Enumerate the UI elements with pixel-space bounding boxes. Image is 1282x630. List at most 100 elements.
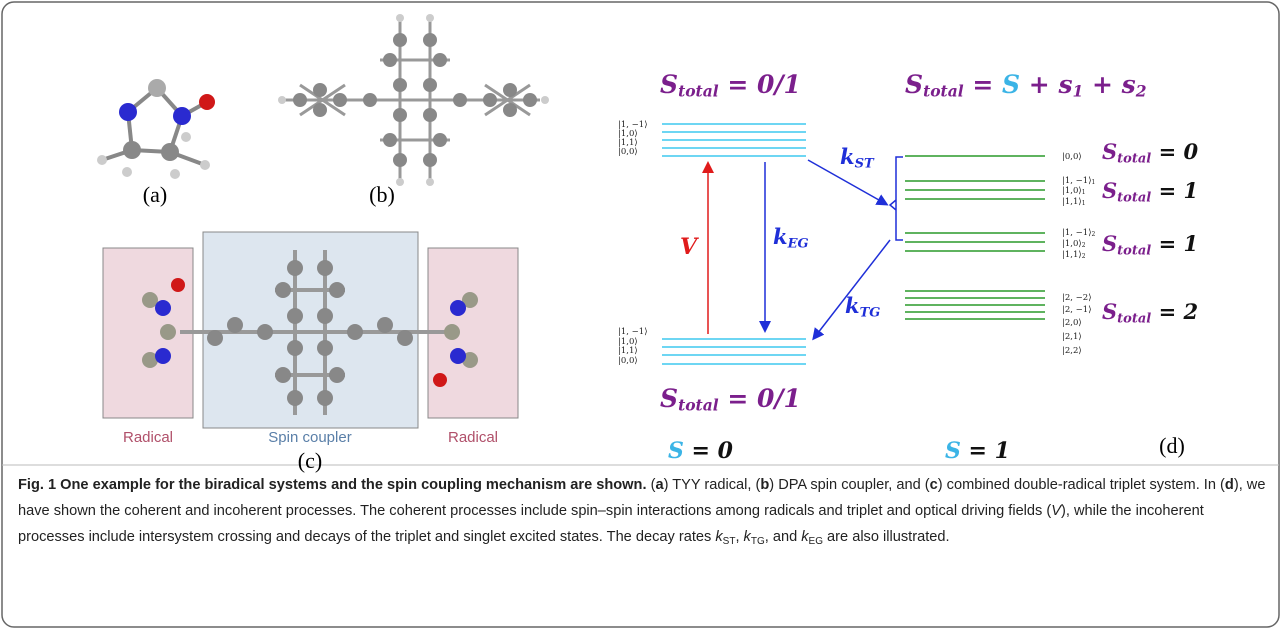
math-term: s <box>1057 70 1072 99</box>
molecule-a-part <box>148 79 166 97</box>
math-term: = 0 <box>1151 139 1198 164</box>
molecule-c-part <box>347 324 363 340</box>
radical-box <box>103 248 193 418</box>
arrows-part <box>890 157 903 240</box>
math-subscript: EG <box>787 236 809 251</box>
molecule-c-part <box>287 260 303 276</box>
molecule-c-part <box>287 340 303 356</box>
ket-text: |1,0⟩ <box>1062 186 1082 196</box>
molecule-a-part <box>173 107 191 125</box>
math-label: Stotal​ = 1 <box>1102 231 1198 258</box>
ket-text: |0,0⟩ <box>618 147 638 157</box>
ket-subscript: 1 <box>1082 189 1086 196</box>
ket-text: |1,1⟩ <box>1062 197 1082 207</box>
molecule-b-part <box>396 14 404 22</box>
molecule-b-part <box>423 78 437 92</box>
molecule-c-part <box>329 282 345 298</box>
caption-text: , and <box>765 529 802 545</box>
ket-text: |1,1⟩ <box>1062 250 1082 260</box>
math-subscript: total <box>678 81 719 100</box>
molecule-c-part <box>257 324 273 340</box>
ket-label: |2, −1⟩ <box>1062 305 1092 315</box>
molecule-c-part <box>450 348 466 364</box>
caption-text: a <box>655 477 663 493</box>
molecule-a-part <box>161 143 179 161</box>
molecule-c-part <box>317 260 333 276</box>
box-label: Radical <box>123 429 173 446</box>
math-label: kST​ <box>840 144 875 171</box>
math-label: kTG​ <box>845 293 880 320</box>
molecule-b-part <box>483 93 497 107</box>
molecule-c-part <box>171 278 185 292</box>
ket-text: |2, −1⟩ <box>1062 305 1092 315</box>
math-term: S <box>660 70 678 99</box>
panel-label: (b) <box>369 182 395 207</box>
page: { "panel_labels": ["(a)", "(b)", "(c)", … <box>0 0 1282 630</box>
ket-label: |0,0⟩ <box>618 147 638 157</box>
caption-text: EG <box>809 536 823 547</box>
molecule-a-part <box>119 103 137 121</box>
molecule-a-part <box>123 141 141 159</box>
ket-label: |2,1⟩ <box>1062 332 1082 342</box>
molecule-b-part <box>333 93 347 107</box>
molecule-b <box>278 14 549 186</box>
molecule-b-part <box>383 133 397 147</box>
math-term: k <box>773 224 788 249</box>
caption-text: d <box>1225 477 1234 493</box>
math-subscript: total <box>678 395 719 414</box>
ket-label: |1, −1⟩2 <box>1062 228 1096 238</box>
math-term: S <box>1002 70 1020 99</box>
caption-text: k <box>715 529 722 545</box>
ket-label: |2,0⟩ <box>1062 318 1082 328</box>
box-label: Radical <box>448 429 498 446</box>
molecule-c-part <box>155 300 171 316</box>
math-label: S = 0 <box>668 438 734 464</box>
ket-subscript: 1 <box>1082 200 1086 207</box>
molecule-c-part <box>444 324 460 340</box>
caption-text: k <box>744 529 751 545</box>
molecule-c-part <box>160 324 176 340</box>
box-label: Spin coupler <box>268 429 351 446</box>
molecule-b-part <box>383 53 397 67</box>
molecule-c-part <box>275 282 291 298</box>
molecule-b-part <box>433 53 447 67</box>
math-term: k <box>840 144 855 169</box>
math-term: S <box>945 438 961 464</box>
math-term: s <box>1121 70 1136 99</box>
math-label: Stotal​ = 0/1 <box>660 384 801 415</box>
math-term: S <box>668 438 684 464</box>
math-term: k <box>845 293 860 318</box>
math-subscript: total <box>1117 190 1151 205</box>
molecule-c-part <box>317 390 333 406</box>
caption-text: ST <box>723 536 736 547</box>
ket-subscript: 2 <box>1092 231 1096 238</box>
ket-text: |1, −1⟩ <box>618 327 648 337</box>
ket-subscript: 2 <box>1082 253 1086 260</box>
math-term: = 1 <box>1151 178 1198 203</box>
ket-text: |0,0⟩ <box>618 356 638 366</box>
molecule-b-part <box>433 133 447 147</box>
molecule-b-part <box>313 83 327 97</box>
caption: Fig. 1 One example for the biradical sys… <box>18 472 1270 555</box>
math-term: S <box>1102 139 1117 164</box>
ket-label: |2, −2⟩ <box>1062 293 1092 303</box>
panel-label: (a) <box>143 182 167 207</box>
molecule-b-part <box>503 103 517 117</box>
molecule-a-part <box>199 94 215 110</box>
math-term: S <box>905 70 923 99</box>
math-subscript: total <box>1117 151 1151 166</box>
molecule-c-part <box>450 300 466 316</box>
ket-label: |1, −1⟩1 <box>1062 176 1095 186</box>
math-term: V <box>680 234 699 260</box>
molecule-c-part <box>377 317 393 333</box>
molecule-c-part <box>433 373 447 387</box>
molecule-b-part <box>423 108 437 122</box>
molecule-b-part <box>423 153 437 167</box>
molecule-a-part <box>181 132 191 142</box>
molecule-b-part <box>393 108 407 122</box>
math-label: Stotal​ = 2 <box>1102 299 1198 326</box>
math-label: Stotal​ = 0/1 <box>660 70 801 101</box>
ket-text: |1,1⟩ <box>618 346 638 356</box>
math-label: S = 1 <box>945 438 1010 464</box>
molecule-b-part <box>423 33 437 47</box>
